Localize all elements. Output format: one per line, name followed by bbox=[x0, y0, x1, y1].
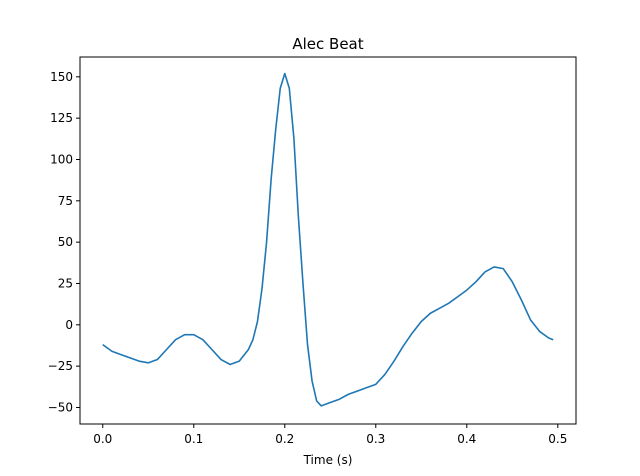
plot-area bbox=[102, 72, 554, 407]
x-tick-label: 0.2 bbox=[275, 432, 294, 446]
chart-title: Alec Beat bbox=[292, 35, 363, 53]
y-tick-label: 0 bbox=[65, 318, 73, 332]
y-tick-label: −25 bbox=[48, 359, 73, 373]
x-tick-label: 0.3 bbox=[366, 432, 385, 446]
series-line-0 bbox=[102, 72, 554, 407]
y-tick-label: 100 bbox=[50, 152, 73, 166]
y-tick-label: 75 bbox=[58, 194, 73, 208]
y-tick-label: −50 bbox=[48, 400, 73, 414]
x-tick-label: 0.5 bbox=[548, 432, 567, 446]
x-tick-label: 0.4 bbox=[457, 432, 476, 446]
y-tick-label: 125 bbox=[50, 111, 73, 125]
x-tick-label: 0.1 bbox=[184, 432, 203, 446]
x-axis-label: Time (s) bbox=[303, 453, 353, 467]
y-tick-label: 150 bbox=[50, 70, 73, 84]
x-tick-label: 0.0 bbox=[93, 432, 112, 446]
y-tick-label: 25 bbox=[58, 276, 73, 290]
axes-frame bbox=[79, 56, 577, 425]
y-tick-label: 50 bbox=[58, 235, 73, 249]
y-axis: −50 −25 0 25 50 75 100 125 150 bbox=[48, 70, 80, 414]
x-axis: 0.0 0.1 0.2 0.3 0.4 0.5 bbox=[93, 424, 567, 446]
